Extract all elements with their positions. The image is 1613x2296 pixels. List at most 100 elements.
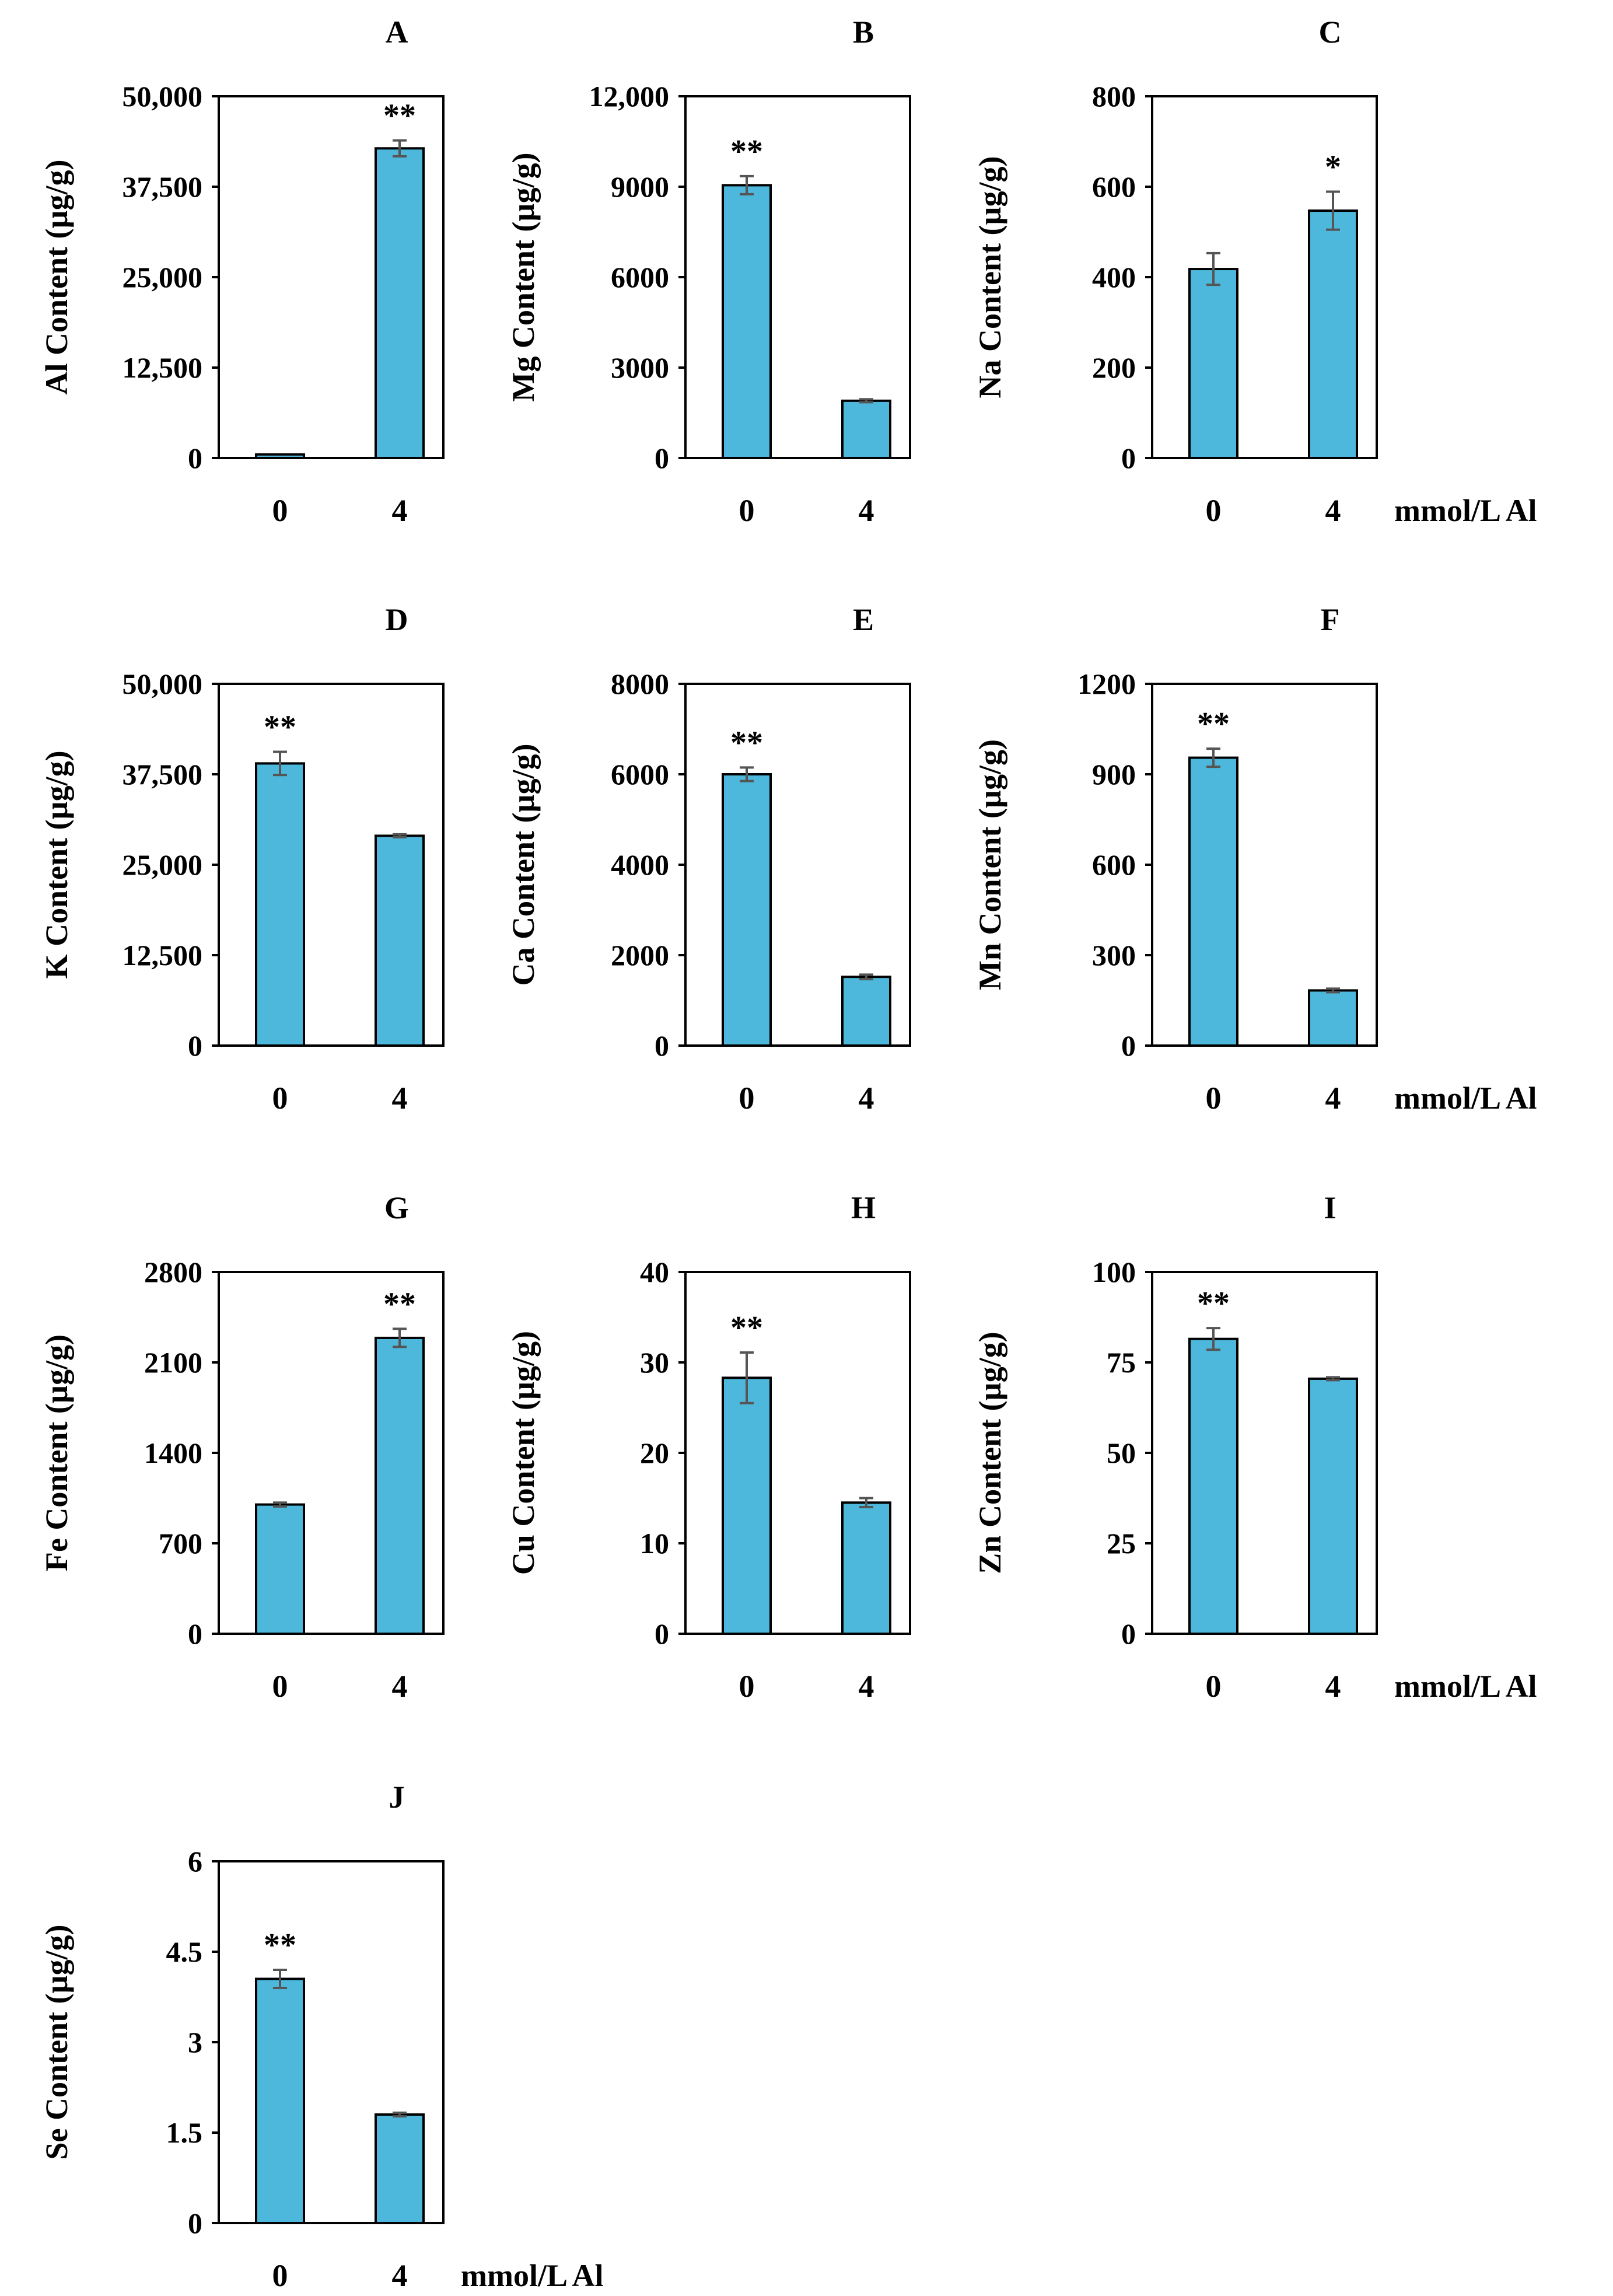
bar-i-4	[1308, 1377, 1358, 1635]
y-axis-label: Na Content (µg/g)	[972, 156, 1007, 398]
y-tick-label: 8000	[611, 668, 669, 700]
significance-mark: *	[1325, 149, 1341, 186]
significance-mark: **	[1197, 706, 1230, 742]
y-tick-label: 1.5	[166, 2116, 203, 2149]
panel-letter: B	[853, 15, 874, 50]
y-axis-label: Zn Content (µg/g)	[972, 1332, 1007, 1574]
y-tick-label: 700	[159, 1527, 202, 1560]
y-tick-label: 0	[188, 2207, 202, 2239]
significance-mark: **	[1197, 1285, 1230, 1322]
x-tick-label: 0	[272, 1081, 288, 1116]
bar-a-0	[255, 453, 305, 459]
chart-panel-i: I 0 25 50 75 100 Zn Content (µg/g) ** 0 4 mmol/L A…	[972, 1190, 1537, 1704]
x-tick-label: 0	[739, 1081, 755, 1116]
bar-b-0	[722, 184, 772, 459]
x-tick-label: 0	[1206, 1669, 1222, 1704]
y-tick-label: 75	[1107, 1346, 1136, 1379]
chart-panel-f: F 0 300 600 900 1200 Mn Content (µg/g) ** 0 4 mmol…	[972, 602, 1537, 1116]
y-tick-label: 37,500	[123, 170, 203, 203]
y-tick-label: 6	[188, 1845, 202, 1878]
x-tick-label: 0	[272, 1669, 288, 1704]
y-tick-label: 4.5	[166, 1935, 203, 1968]
y-tick-label: 1400	[144, 1437, 202, 1469]
y-tick-label: 600	[1092, 848, 1136, 881]
bar-d-4	[375, 834, 425, 1047]
chart-panel-g: G 0 700 1400 2100 2800 Fe Content (µg/g) 0 ** 4	[39, 1190, 445, 1704]
bar-d-0	[255, 762, 305, 1047]
x-tick-label: 4	[392, 1669, 408, 1704]
y-tick-label: 0	[188, 442, 202, 474]
y-tick-label: 600	[1092, 170, 1136, 203]
y-tick-label: 2100	[144, 1346, 202, 1379]
significance-mark: **	[383, 98, 416, 134]
y-tick-label: 3000	[611, 351, 669, 384]
y-tick-label: 0	[188, 1617, 202, 1650]
x-tick-label: 0	[1206, 493, 1222, 528]
y-tick-label: 50,000	[123, 80, 203, 113]
y-axis-label: Fe Content (µg/g)	[39, 1334, 74, 1571]
significance-mark: **	[264, 1927, 296, 1963]
chart-panel-a: A 0 12,500 25,000 37,500 50,000 Al Content (µg…	[39, 15, 445, 528]
y-tick-label: 0	[1121, 442, 1136, 474]
y-tick-label: 1200	[1077, 668, 1136, 700]
panel-letter: H	[851, 1190, 876, 1225]
y-tick-label: 30	[640, 1346, 669, 1379]
y-tick-label: 900	[1092, 758, 1136, 791]
y-tick-label: 20	[640, 1437, 669, 1469]
y-tick-label: 12,000	[589, 80, 670, 113]
y-axis-label: K Content (µg/g)	[39, 750, 74, 978]
panel-letter: G	[384, 1190, 409, 1225]
significance-mark: **	[730, 725, 763, 761]
x-tick-label: 0	[739, 1669, 755, 1704]
y-tick-label: 4000	[611, 848, 669, 881]
x-tick-label: 4	[392, 2258, 408, 2293]
y-axis-label: Ca Content (µg/g)	[506, 743, 541, 986]
bar-g-4	[375, 1336, 425, 1635]
significance-mark: **	[730, 1310, 763, 1346]
y-tick-label: 25,000	[123, 848, 203, 881]
chart-panel-e: E 0 2000 4000 6000 8000 Ca Content (µg/g) ** 0 4	[506, 602, 911, 1116]
bar-f-4	[1308, 989, 1358, 1047]
y-axis-label: Cu Content (µg/g)	[506, 1331, 541, 1575]
y-tick-label: 25,000	[123, 261, 203, 293]
y-tick-label: 3	[188, 2026, 202, 2059]
y-tick-label: 25	[1107, 1527, 1136, 1560]
y-tick-label: 800	[1092, 80, 1136, 113]
chart-panel-j: J 0 1.5 3 4.5 6 Se Content (µg/g) ** 0 4 mmol/L Al	[39, 1780, 604, 2293]
x-tick-label: 4	[392, 1081, 408, 1116]
bar-h-4	[841, 1501, 891, 1635]
y-tick-label: 37,500	[123, 758, 203, 791]
bar-a-4	[375, 147, 425, 459]
y-tick-label: 6000	[611, 261, 669, 293]
bar-c-4	[1308, 209, 1358, 459]
y-tick-label: 0	[655, 1617, 669, 1650]
x-tick-label: 4	[392, 493, 408, 528]
x-tick-label: 4	[1325, 1081, 1341, 1116]
x-unit-label: mmol/L Al	[1394, 1669, 1537, 1704]
x-unit-label: mmol/L Al	[461, 2258, 604, 2293]
x-tick-label: 4	[859, 1669, 874, 1704]
panel-letter: D	[386, 602, 408, 637]
y-tick-label: 9000	[611, 170, 669, 203]
panel-letter: C	[1319, 15, 1342, 50]
bar-j-0	[255, 1977, 305, 2224]
panel-letter: E	[853, 602, 874, 637]
x-tick-label: 4	[859, 1081, 874, 1116]
y-tick-label: 12,500	[123, 939, 203, 971]
y-axis-label: Mg Content (µg/g)	[506, 152, 541, 401]
x-unit-label: mmol/L Al	[1394, 1081, 1537, 1116]
y-tick-label: 2800	[144, 1256, 202, 1288]
y-axis-label: Mn Content (µg/g)	[972, 739, 1007, 990]
significance-mark: **	[383, 1286, 416, 1322]
y-tick-label: 50,000	[123, 668, 203, 700]
bar-g-0	[255, 1503, 305, 1635]
bar-e-4	[841, 976, 891, 1047]
y-tick-label: 12,500	[123, 351, 203, 384]
y-tick-label: 2000	[611, 939, 669, 971]
x-tick-label: 0	[739, 493, 755, 528]
y-tick-label: 100	[1092, 1256, 1136, 1288]
y-tick-label: 0	[655, 1029, 669, 1062]
y-tick-label: 50	[1107, 1437, 1136, 1469]
significance-mark: **	[264, 710, 296, 746]
